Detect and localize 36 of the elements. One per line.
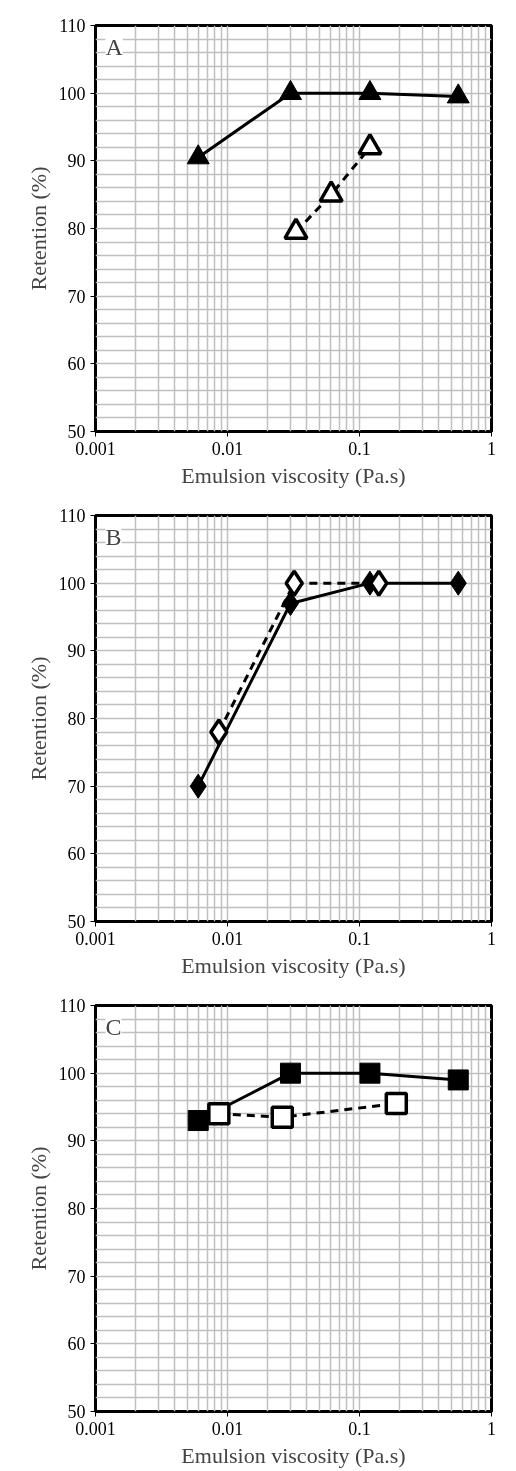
x-axis-title: Emulsion viscosity (Pa.s) — [181, 952, 406, 978]
y-tick-label: 70 — [67, 776, 86, 797]
y-tick-label: 80 — [67, 709, 86, 729]
annotation: B — [105, 523, 122, 550]
x-tick-label: 0.1 — [348, 1418, 371, 1439]
annotation: A — [105, 33, 124, 60]
y-tick-label: 100 — [58, 1063, 86, 1084]
y-tick-label: 110 — [59, 506, 86, 526]
x-axis-title: Emulsion viscosity (Pa.s) — [181, 462, 406, 488]
y-axis-title: Retention (%) — [25, 166, 51, 291]
y-tick-label: 90 — [67, 641, 86, 662]
x-tick-label: 1 — [487, 1418, 496, 1439]
y-tick-label: 70 — [67, 1266, 86, 1287]
y-tick-label: 90 — [67, 151, 86, 172]
x-tick-label: 0.01 — [211, 438, 244, 459]
x-tick-label: 0.01 — [211, 928, 244, 949]
y-tick-label: 80 — [67, 219, 86, 239]
x-axis-title: Emulsion viscosity (Pa.s) — [181, 1442, 406, 1468]
y-tick-label: 110 — [59, 996, 86, 1016]
x-tick-label: 0.01 — [211, 1418, 244, 1439]
y-tick-label: 110 — [59, 16, 86, 36]
x-tick-label: 0.1 — [348, 438, 371, 459]
y-tick-label: 100 — [58, 83, 86, 104]
y-tick-label: 60 — [67, 1334, 86, 1355]
x-tick-label: 0.1 — [348, 928, 371, 949]
annotation: C — [105, 1013, 122, 1040]
y-tick-label: 80 — [67, 1199, 86, 1219]
x-tick-label: 1 — [487, 438, 496, 459]
y-axis-title: Retention (%) — [25, 656, 51, 781]
y-tick-label: 60 — [67, 844, 86, 865]
y-tick-label: 100 — [58, 573, 86, 594]
y-tick-label: 70 — [67, 286, 86, 307]
y-axis-title: Retention (%) — [25, 1146, 51, 1271]
y-tick-label: 60 — [67, 354, 86, 375]
y-tick-label: 90 — [67, 1131, 86, 1152]
x-tick-label: 1 — [487, 928, 496, 949]
